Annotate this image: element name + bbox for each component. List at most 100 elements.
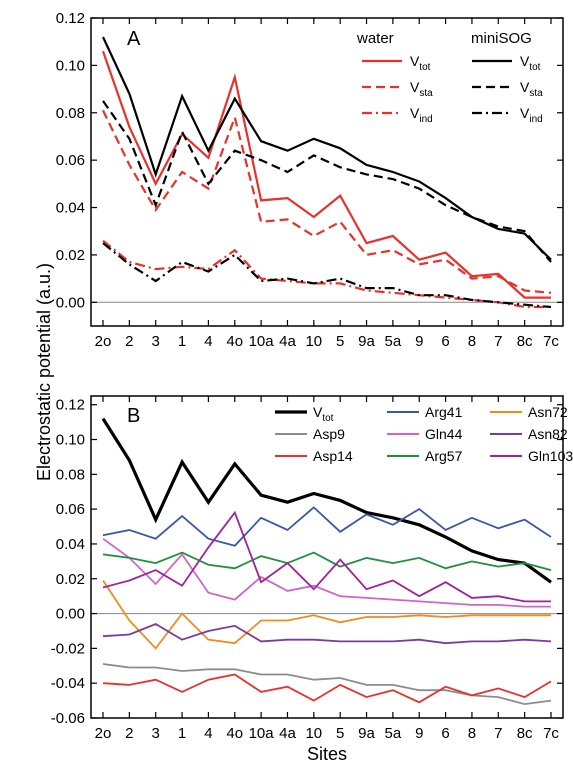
legend-label: Arg57 <box>425 448 463 464</box>
panel-b: -0.06 -0.04 -0.02 0.00 0.02 0.04 0.06 0.08 0.10 0… <box>51 395 573 742</box>
panel-b-x-ticks: 2o 2 3 1 4 4o 10a 4a 10 5 9a 5a 9 6 8 7 8c 7c <box>95 396 559 742</box>
x-tick-label: 4 <box>204 333 212 350</box>
panel-a: 0.00 0.02 0.04 0.06 0.08 0.10 0.12 2o 2 3 1 4 4o 10a… <box>56 10 564 350</box>
series-line-arg57 <box>102 551 552 571</box>
legend-label: Vind <box>520 105 543 125</box>
x-tick-label: 7 <box>494 333 502 350</box>
x-tick-label: 5a <box>385 725 402 742</box>
panel-a-legend: water Vtot Vsta Vind miniSOG Vtot Vsta Vind <box>356 30 543 125</box>
x-tick-label: 4a <box>279 333 296 350</box>
y-tick-label: -0.06 <box>51 710 85 727</box>
panel-b-frame <box>90 395 564 719</box>
x-tick-label: 6 <box>441 725 449 742</box>
series-line-asn82 <box>102 622 552 645</box>
x-tick-label: 1 <box>178 333 186 350</box>
legend-label: Arg41 <box>425 404 463 420</box>
x-tick-label: 2o <box>95 725 112 742</box>
y-tick-label: -0.04 <box>51 675 85 692</box>
x-tick-label: 10a <box>249 333 275 350</box>
x-tick-label: 5a <box>385 333 402 350</box>
x-tick-label: 3 <box>152 333 160 350</box>
legend-label: Vtot <box>520 53 541 73</box>
x-tick-label: 4 <box>204 725 212 742</box>
y-tick-label: 0.08 <box>56 105 85 122</box>
y-tick-label: 0.04 <box>56 200 85 217</box>
series-line-minisog_sta <box>102 100 552 263</box>
y-tick-label: 0.06 <box>56 501 85 518</box>
x-tick-label: 2o <box>95 333 112 350</box>
series-line-asn72 <box>102 580 551 650</box>
y-tick-label: 0.04 <box>56 536 85 553</box>
series-line-asp9 <box>102 663 552 706</box>
legend-group-title-water: water <box>356 30 394 47</box>
series-line-minisog_ind <box>102 242 552 309</box>
series-line-water_ind <box>102 239 551 309</box>
legend-label: Vsta <box>520 79 543 99</box>
x-tick-label: 8c <box>517 725 533 742</box>
series-line-minisog_tot <box>102 36 552 261</box>
y-tick-label: 0.12 <box>56 10 85 27</box>
x-tick-label: 7 <box>494 725 502 742</box>
x-tick-label: 4o <box>226 333 243 350</box>
x-tick-label: 6 <box>441 333 449 350</box>
y-tick-label: 0.02 <box>56 247 85 264</box>
panel-b-letter: B <box>127 405 140 427</box>
panel-a-y-ticks: 0.00 0.02 0.04 0.06 0.08 0.10 0.12 <box>56 10 563 311</box>
panel-b-legend: Vtot Arg41 Asn72 Asp9 Gln44 Asn82 Asp14 Arg57 Gl… <box>275 404 573 464</box>
y-tick-label: 0.02 <box>56 571 85 588</box>
series-line-water_tot <box>101 50 551 299</box>
y-tick-label: 0.06 <box>56 152 85 169</box>
y-tick-label: 0.00 <box>56 294 85 311</box>
panel-a-series <box>101 36 552 309</box>
x-tick-label: 8 <box>468 333 476 350</box>
x-tick-label: 10a <box>249 725 275 742</box>
y-tick-label: 0.10 <box>56 57 85 74</box>
x-axis-title: Sites <box>307 744 347 764</box>
y-tick-label: 0.00 <box>56 606 85 623</box>
legend-label: Vsta <box>410 79 433 99</box>
series-line-gln103 <box>102 510 551 603</box>
x-tick-label: 5 <box>336 725 344 742</box>
y-tick-label: -0.02 <box>51 640 85 657</box>
series-line-gln44 <box>102 537 551 608</box>
y-tick-label: 0.12 <box>56 397 85 414</box>
x-tick-label: 8c <box>517 333 533 350</box>
panel-a-letter: A <box>127 28 141 50</box>
x-tick-label: 8 <box>468 725 476 742</box>
x-tick-label: 2 <box>125 725 133 742</box>
x-tick-label: 9 <box>415 333 423 350</box>
x-tick-label: 4a <box>279 725 296 742</box>
x-tick-label: 10 <box>305 725 322 742</box>
y-tick-label: 0.08 <box>56 466 85 483</box>
x-tick-label: 5 <box>336 333 344 350</box>
x-tick-label: 7c <box>543 333 559 350</box>
series-line-water_sta <box>102 109 552 294</box>
x-tick-label: 9a <box>358 333 375 350</box>
legend-label: Asp9 <box>313 426 345 442</box>
x-tick-label: 7c <box>543 725 559 742</box>
series-line-arg41 <box>102 506 552 547</box>
panel-b-series <box>101 417 552 706</box>
x-tick-label: 10 <box>305 333 322 350</box>
legend-label: Asn72 <box>528 404 568 420</box>
legend-label: Vind <box>410 105 433 125</box>
y-tick-label: 0.10 <box>56 432 85 449</box>
y-axis-title: Electrostatic potential (a.u.) <box>34 263 54 481</box>
x-tick-label: 1 <box>178 725 186 742</box>
panel-b-y-ticks: -0.06 -0.04 -0.02 0.00 0.02 0.04 0.06 0.08 0.10 0… <box>51 397 563 727</box>
series-line-asp14 <box>102 673 552 704</box>
x-tick-label: 3 <box>152 725 160 742</box>
legend-group-title-minisog: miniSOG <box>471 30 532 47</box>
x-tick-label: 2 <box>125 333 133 350</box>
legend-label: Asn82 <box>528 426 568 442</box>
panel-a-x-ticks: 2o 2 3 1 4 4o 10a 4a 10 5 9a 5a 9 6 8 7 8c 7c <box>95 18 559 350</box>
legend-label: Gln103 <box>528 448 573 464</box>
legend-label: Gln44 <box>425 426 463 442</box>
legend-label: Asp14 <box>313 448 353 464</box>
legend-label: Vtot <box>313 404 334 424</box>
legend-label: Vtot <box>410 53 431 73</box>
x-tick-label: 9a <box>358 725 375 742</box>
series-line-vtot <box>101 417 552 584</box>
x-tick-label: 4o <box>226 725 243 742</box>
